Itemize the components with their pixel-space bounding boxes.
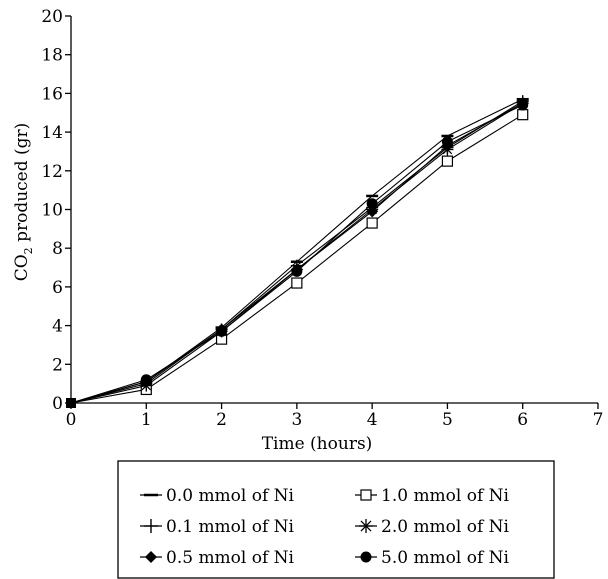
marker-open-square-shape <box>366 217 378 229</box>
data-point <box>216 325 228 337</box>
data-point <box>366 205 379 218</box>
data-point <box>140 374 152 386</box>
marker-asterisk-d2 <box>360 520 372 532</box>
x-axis-label: Time (hours) <box>262 434 373 454</box>
marker-open-square-shape <box>360 489 372 501</box>
marker-circle-shape <box>360 551 372 563</box>
marker-plus <box>144 519 158 533</box>
axes <box>70 16 598 404</box>
data-point <box>441 136 453 148</box>
series-line <box>70 102 523 404</box>
y-axis-label-rest: produced (gr) <box>12 123 32 248</box>
legend-item: 0.0 mmol of Ni <box>140 486 295 506</box>
y-tick-label: 20 <box>41 7 63 27</box>
marker-open-square <box>360 489 372 501</box>
y-tick-label: 2 <box>52 355 63 375</box>
x-tick-label: 5 <box>442 410 453 430</box>
marker-diamond-shape <box>366 205 379 218</box>
marker-open-square-shape <box>441 155 454 167</box>
marker-asterisk <box>359 519 373 533</box>
marker-open-square-shape <box>517 109 529 121</box>
data-point <box>291 277 303 289</box>
legend-label: 0.0 mmol of Ni <box>166 486 295 506</box>
legend: 0.0 mmol of Ni 1.0 mmol of Ni 0.1 mmol of … <box>117 460 555 579</box>
plot-area <box>66 95 529 408</box>
data-point <box>441 155 454 167</box>
marker-circle-shape <box>441 136 453 148</box>
legend-label: 2.0 mmol of Ni <box>381 517 510 537</box>
marker-open-square-shape <box>291 277 303 289</box>
marker-filled-circle <box>140 374 152 386</box>
marker-circle-shape <box>140 374 152 386</box>
marker-circle-shape <box>517 99 529 111</box>
y-tick-label: 12 <box>41 162 63 182</box>
x-tick-label: 2 <box>216 410 227 430</box>
legend-label: 5.0 mmol of Ni <box>381 548 510 568</box>
series-line <box>70 114 524 404</box>
y-tick-label: 6 <box>52 278 63 298</box>
legend-item: 0.5 mmol of Ni <box>140 548 295 568</box>
marker-circle-shape <box>216 325 228 337</box>
data-point <box>366 198 378 210</box>
y-axis-label-subscript: 2 <box>22 247 35 254</box>
series-4 <box>66 97 529 408</box>
data-point <box>291 265 303 277</box>
series-0 <box>66 97 529 408</box>
marker-open-square <box>517 109 529 121</box>
data-point <box>517 99 529 111</box>
legend-label: 0.1 mmol of Ni <box>166 517 295 537</box>
x-tick-label: 0 <box>66 410 77 430</box>
marker-open-square <box>441 155 454 167</box>
y-axis-label: CO2 produced (gr) <box>12 123 35 282</box>
series-5 <box>66 99 529 408</box>
legend-label: 1.0 mmol of Ni <box>381 486 510 506</box>
marker-filled-diamond <box>145 551 157 563</box>
marker-diamond-shape <box>145 551 157 563</box>
y-tick-label: 10 <box>41 201 63 221</box>
series-1 <box>66 109 529 408</box>
marker-filled-circle <box>360 551 372 563</box>
marker-circle-shape <box>366 198 378 210</box>
marker-circle-shape <box>291 265 303 277</box>
marker-filled-circle <box>366 198 378 210</box>
y-tick-label: 18 <box>41 46 63 66</box>
marker-filled-circle <box>517 99 529 111</box>
legend-box <box>117 460 555 579</box>
marker-filled-circle <box>441 136 453 148</box>
legend-item: 2.0 mmol of Ni <box>355 517 510 537</box>
series-line <box>70 100 524 404</box>
y-tick-label: 14 <box>41 123 63 143</box>
series-3 <box>66 97 529 408</box>
x-tick-label: 4 <box>367 410 378 430</box>
series-line <box>70 102 524 404</box>
x-tick-label: 7 <box>593 410 604 430</box>
y-tick-label: 8 <box>52 239 63 259</box>
marker-filled-circle <box>216 325 228 337</box>
marker-open-square <box>291 277 303 289</box>
data-point <box>517 109 529 121</box>
x-tick-label: 6 <box>517 410 528 430</box>
marker-open-square <box>366 217 378 229</box>
marker-filled-diamond <box>366 205 379 218</box>
y-axis-label-main: CO <box>12 254 32 281</box>
x-tick-label: 3 <box>291 410 302 430</box>
series-line <box>70 104 523 404</box>
marker-filled-circle <box>291 265 303 277</box>
legend-item: 1.0 mmol of Ni <box>355 486 510 506</box>
legend-item: 5.0 mmol of Ni <box>355 548 510 568</box>
y-tick-label: 16 <box>41 84 63 104</box>
x-tick-label: 1 <box>141 410 152 430</box>
data-point <box>366 217 378 229</box>
y-tick-label: 4 <box>52 317 63 337</box>
legend-item: 0.1 mmol of Ni <box>140 517 295 537</box>
y-tick-label: 0 <box>52 394 63 414</box>
legend-label: 0.5 mmol of Ni <box>166 548 295 568</box>
